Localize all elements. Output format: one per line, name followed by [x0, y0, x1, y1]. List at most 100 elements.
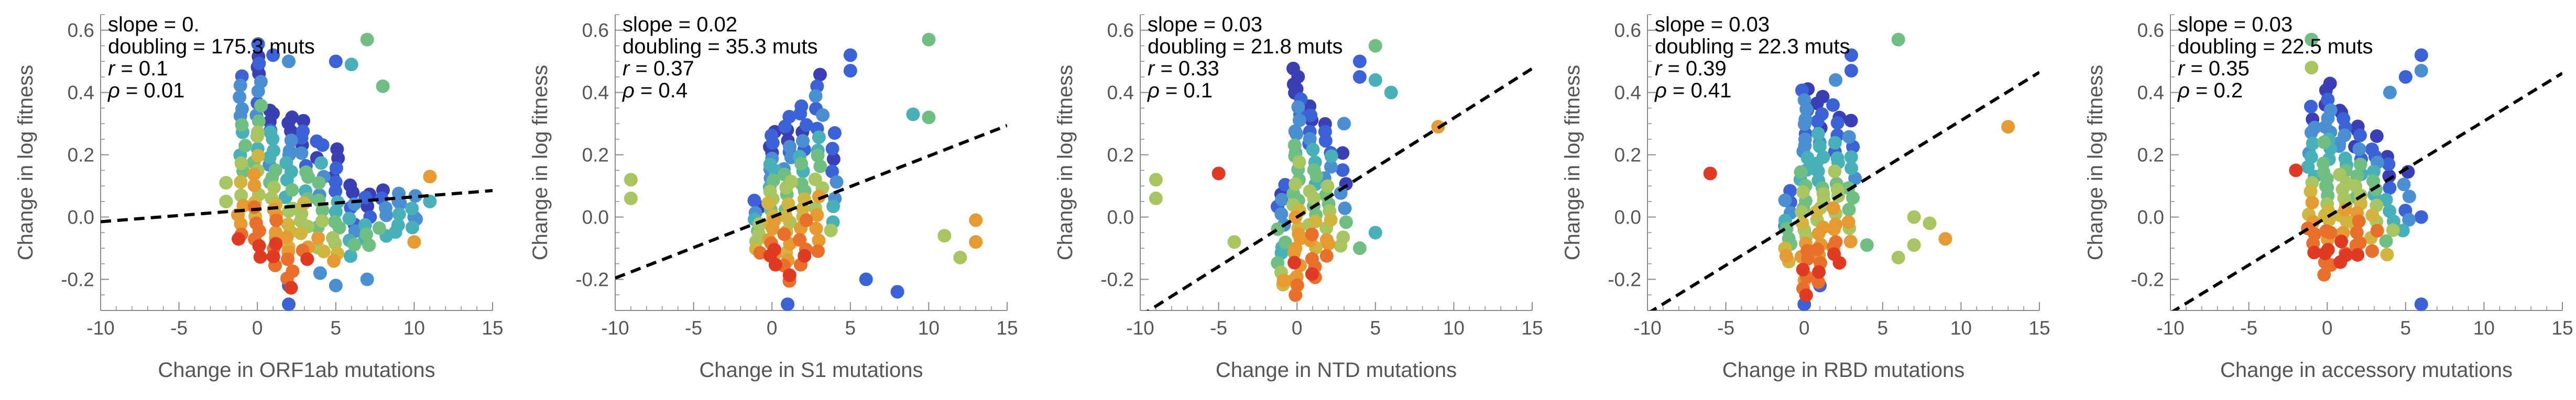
y-tick-label: 0.4 [1107, 82, 1134, 104]
x-tick-label: 0 [1292, 317, 1303, 339]
x-tick-label: 15 [2028, 317, 2050, 339]
data-point [2353, 158, 2367, 172]
data-point [238, 139, 253, 153]
data-point [747, 194, 761, 208]
data-point [1305, 267, 1319, 281]
data-point [2304, 99, 2318, 114]
data-point [2380, 248, 2394, 262]
data-point [407, 235, 421, 249]
data-point [1801, 252, 1815, 266]
data-point [2307, 246, 2321, 260]
data-points [219, 32, 437, 312]
data-point [1703, 166, 1717, 181]
data-point [247, 200, 261, 214]
x-tick-label: 5 [1370, 317, 1381, 339]
stat-symbol: ρ [622, 79, 635, 102]
y-tick-label: -0.2 [1100, 269, 1134, 291]
x-tick-label: -10 [2156, 317, 2184, 339]
x-axis-title: Change in ORF1ab mutations [158, 359, 435, 382]
x-tick-label: 0 [1799, 317, 1810, 339]
data-point [2305, 195, 2319, 209]
data-point [251, 37, 265, 51]
data-point [1796, 185, 1810, 199]
x-tick-label: -10 [86, 317, 114, 339]
data-point [360, 32, 374, 47]
data-point [811, 149, 825, 163]
data-point [359, 227, 374, 241]
data-point [624, 191, 638, 205]
data-point [768, 258, 782, 272]
data-point [778, 119, 792, 134]
data-point [2301, 160, 2315, 174]
stat-symbol: r [108, 57, 116, 80]
data-point [263, 150, 277, 164]
data-point [219, 194, 233, 208]
y-tick-label: 0.0 [2137, 207, 2164, 228]
data-point [329, 205, 343, 219]
y-axis-title: Change in log fitness [1561, 65, 1584, 261]
data-point [267, 180, 281, 194]
data-point [1844, 64, 1858, 78]
data-point [1797, 117, 1811, 131]
data-point [753, 246, 767, 260]
data-point [294, 146, 309, 160]
stat-rho: ρ = 0.01 [107, 79, 184, 102]
y-tick-label: -0.2 [2131, 269, 2164, 291]
x-tick-label: 15 [482, 317, 503, 339]
data-point [247, 167, 261, 181]
data-point [1826, 201, 1840, 215]
data-point [2353, 128, 2367, 142]
data-point [1844, 114, 1858, 128]
data-point [2352, 142, 2366, 156]
data-point [809, 221, 823, 236]
data-point [2338, 203, 2352, 217]
stat-value: = 0.01 [120, 79, 184, 102]
data-point [254, 98, 268, 113]
y-tick-label: 0.6 [68, 20, 94, 41]
chart-panel-5: -10 -5 0 5 10 15 -0.2 0.0 0.2 0.4 0.6 Change in acc… [2070, 0, 2576, 397]
fit-line [1649, 71, 2039, 310]
data-point [1828, 164, 1842, 179]
data-point [2352, 214, 2366, 228]
stat-doubling: doubling = 22.5 muts [2178, 35, 2373, 58]
x-tick-label: 15 [996, 317, 1018, 339]
data-point [2323, 226, 2338, 240]
x-tick-label: 0 [252, 317, 263, 339]
data-point [1276, 273, 1291, 287]
data-point [2317, 268, 2331, 282]
y-tick-label: 0.2 [1107, 145, 1134, 166]
chart-svg: -10 -5 0 5 10 15 -0.2 0.0 0.2 0.4 0.6 Change in NTD… [1054, 13, 1543, 382]
data-point [297, 196, 311, 210]
data-points [1149, 39, 1445, 302]
data-point [1149, 173, 1163, 187]
stat-symbol: ρ [1654, 79, 1667, 102]
x-tick-label: -10 [601, 317, 629, 339]
x-tick-label: 15 [2551, 317, 2573, 339]
data-point [234, 156, 248, 170]
data-point [269, 237, 283, 251]
data-point [1846, 191, 1860, 205]
y-tick-label: 0.2 [582, 145, 609, 166]
data-point [2001, 120, 2015, 134]
data-point [294, 131, 309, 145]
data-point [284, 281, 298, 295]
data-point [1306, 142, 1320, 157]
data-point [1307, 191, 1321, 205]
data-point [2367, 164, 2381, 179]
data-point [1829, 73, 1843, 87]
data-point [2351, 248, 2365, 262]
data-point [1826, 98, 1840, 112]
data-point [1810, 114, 1825, 128]
data-point [1352, 54, 1367, 69]
data-point [1334, 186, 1348, 200]
stat-symbol: ρ [107, 79, 120, 102]
data-point [953, 250, 967, 264]
y-axis-title: Change in log fitness [14, 65, 37, 261]
data-point [812, 190, 826, 204]
y-tick-label: 0.0 [582, 207, 609, 228]
data-point [1384, 85, 1398, 99]
data-point [2379, 234, 2393, 248]
data-point [405, 220, 419, 235]
chart-panel-1: -10 -5 0 5 10 15 -0.2 0.0 0.2 0.4 0.6 Change in ORF… [0, 0, 506, 397]
x-tick-label: 5 [2400, 317, 2411, 339]
